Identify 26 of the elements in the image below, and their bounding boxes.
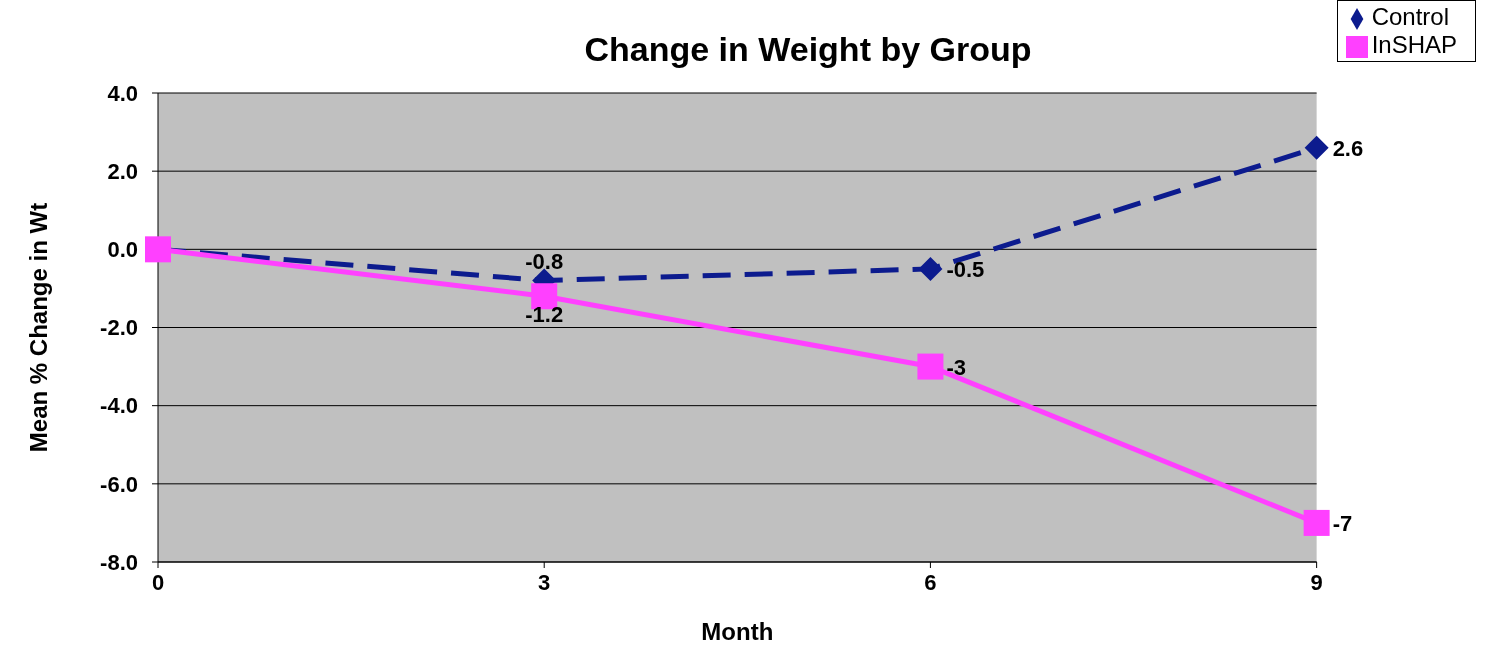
point [1303, 509, 1330, 536]
y-tick-label: -6.0 [100, 471, 138, 497]
x-tick-label: 6 [924, 570, 937, 595]
y-tick-label: -4.0 [100, 393, 138, 419]
y-tick-label: -8.0 [100, 549, 138, 575]
data-label: 2.6 [1332, 135, 1364, 161]
x-tick-label: 0 [151, 570, 165, 595]
legend-label: Control [1371, 3, 1449, 30]
chart-title: Change in Weight by Group [584, 30, 1032, 68]
point [918, 256, 943, 281]
y-axis-title: Mean % Change in Wt [24, 202, 52, 453]
x-tick-label: 9 [1310, 570, 1323, 595]
data-label: -0.5 [946, 256, 985, 282]
data-label: -7 [1332, 510, 1353, 536]
point [917, 353, 944, 380]
y-tick-label: 2.0 [107, 158, 138, 184]
legend-label: InSHAP [1371, 31, 1457, 58]
x-tick-label: 3 [538, 570, 551, 595]
y-tick-label: -2.0 [100, 315, 138, 341]
x-axis-title: Month [701, 618, 774, 645]
data-label: -0.8 [525, 248, 564, 274]
data-label: -1.2 [525, 302, 564, 328]
point [1304, 135, 1329, 160]
data-label: -3 [946, 354, 966, 380]
y-tick-label: 0.0 [107, 237, 138, 263]
y-tick-label: 4.0 [107, 80, 138, 106]
